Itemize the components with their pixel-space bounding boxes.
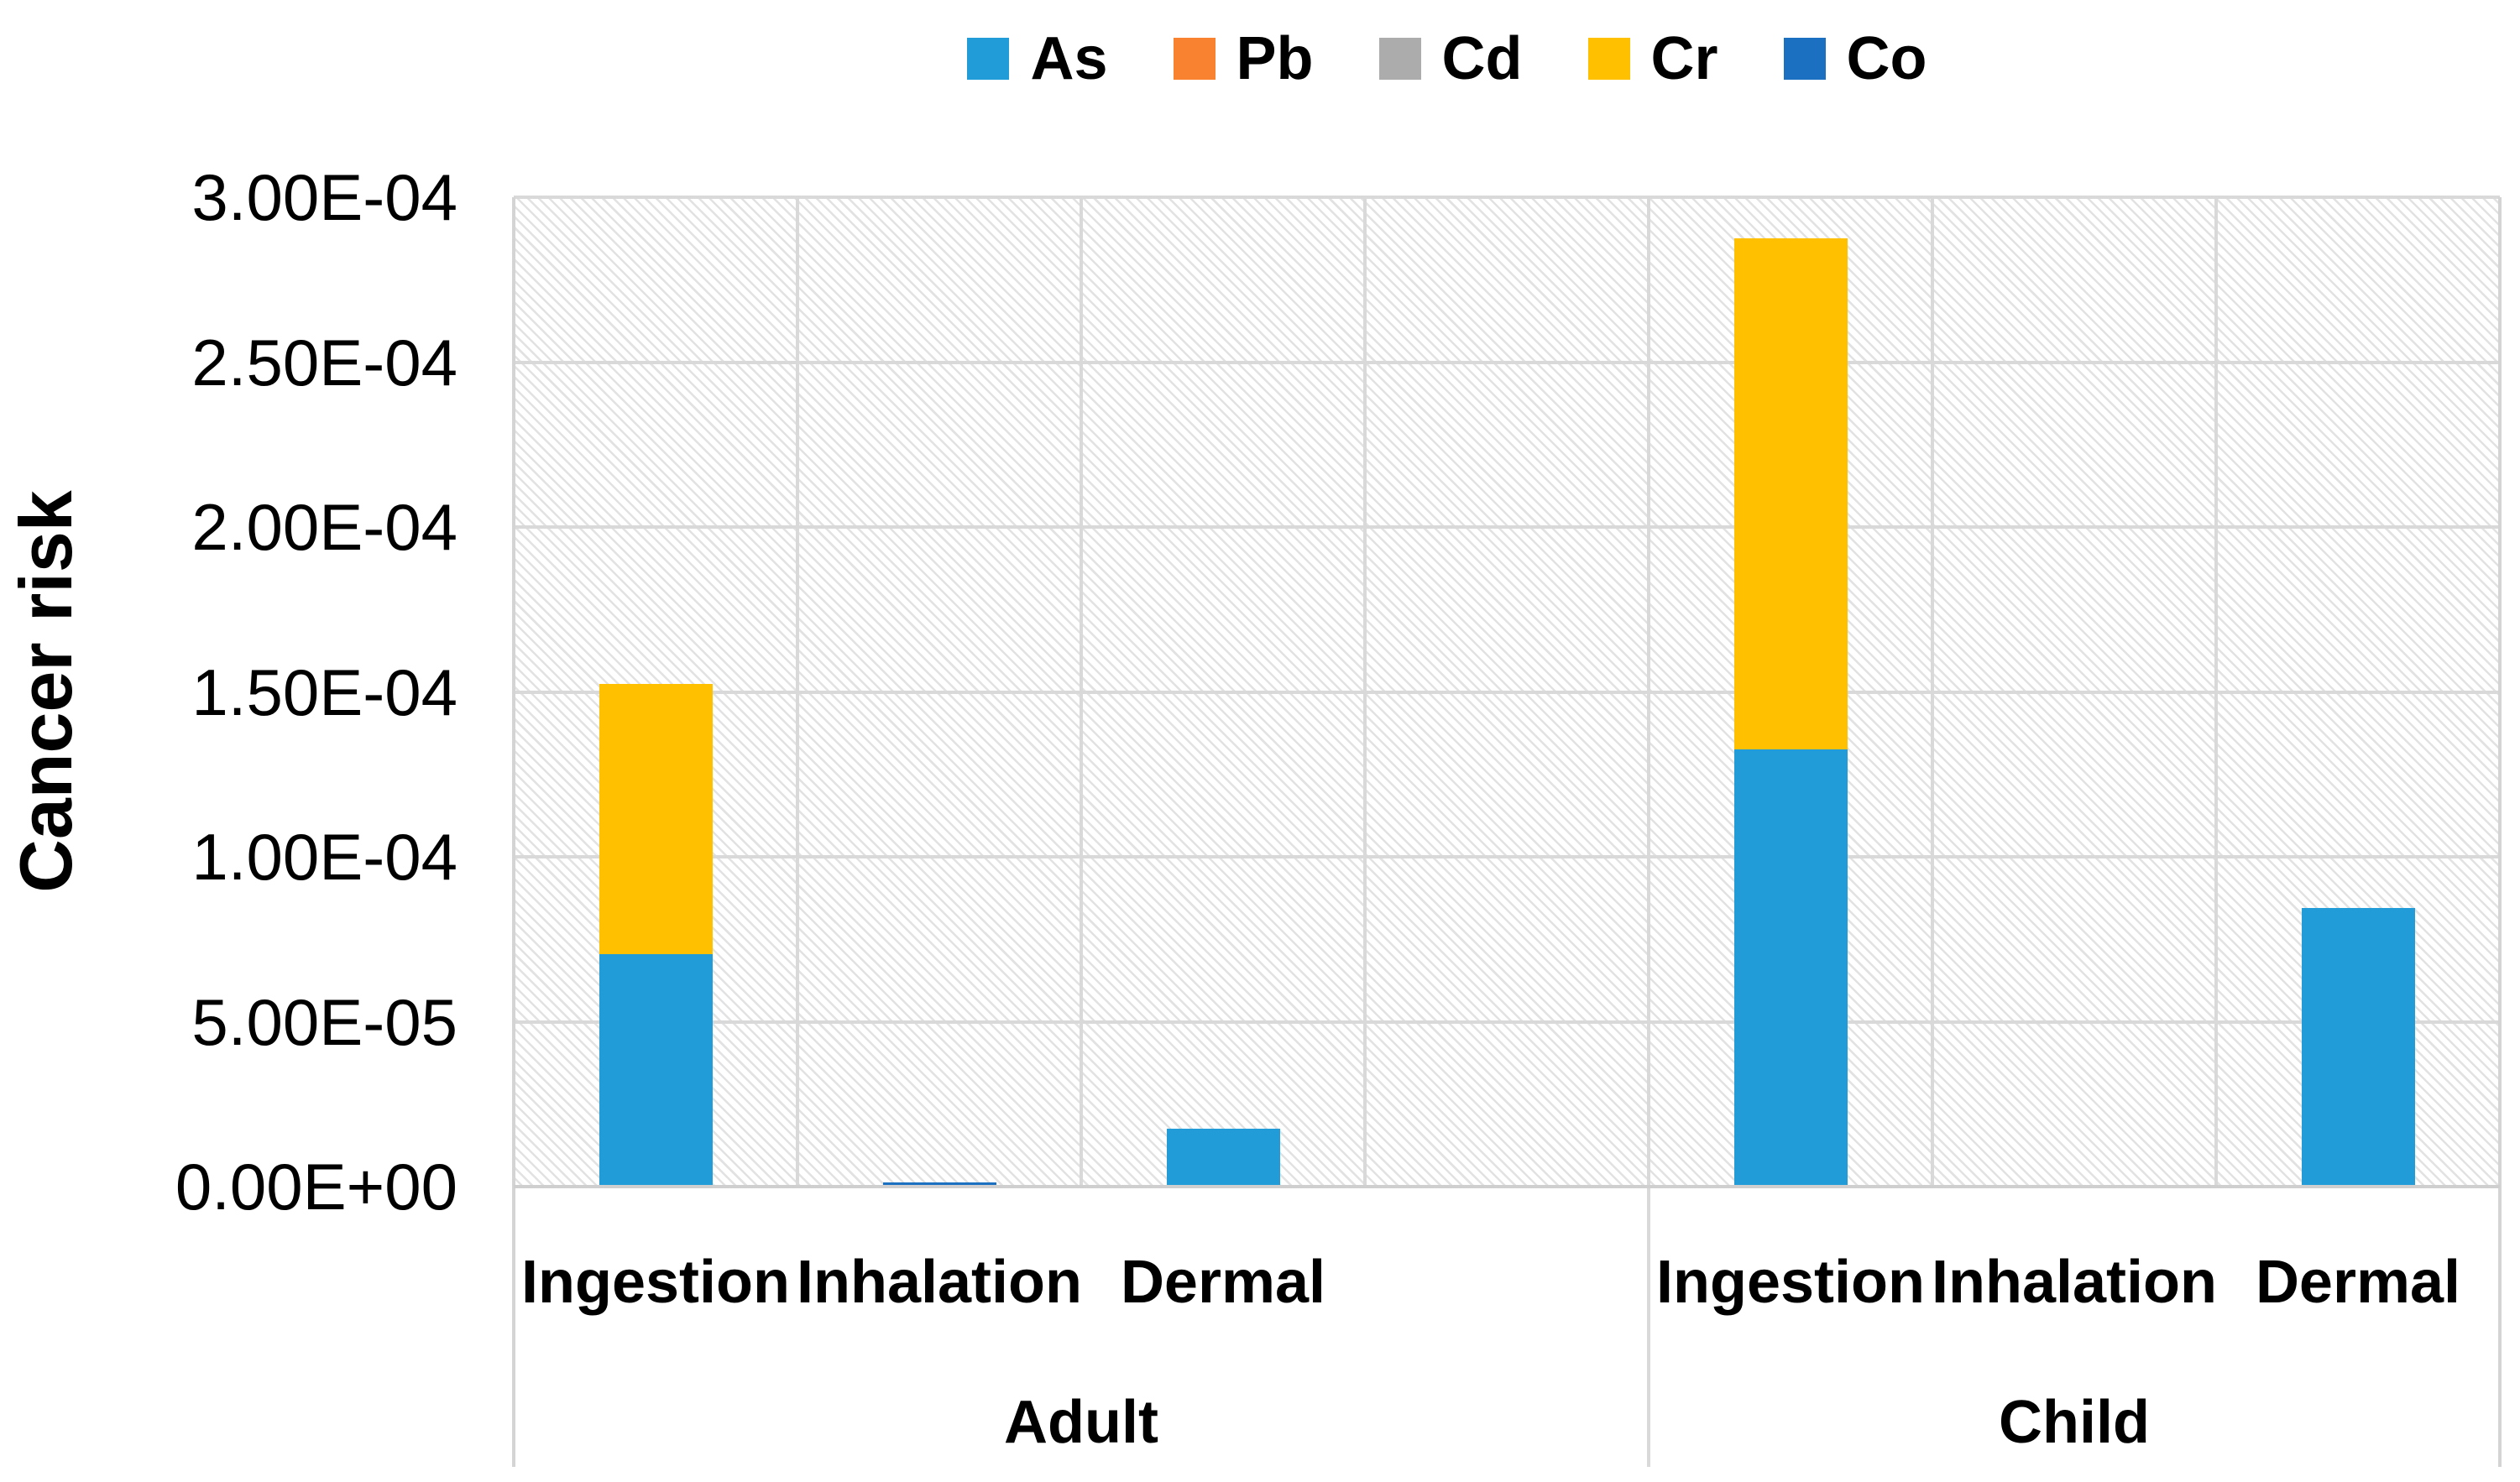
bar-segment-as	[1733, 749, 1848, 1185]
gridline-vertical	[796, 197, 799, 1187]
gridline-horizontal	[514, 855, 2500, 858]
legend-label: Cr	[1650, 25, 1718, 92]
gridline-horizontal	[514, 360, 2500, 364]
legend-item-co: Co	[1783, 17, 1927, 101]
legend-swatch-pb	[1173, 38, 1216, 80]
gridline-vertical	[2214, 197, 2218, 1187]
y-tick-label: 3.00E-04	[191, 160, 457, 234]
bar-segment-co	[882, 1182, 996, 1185]
gridline-vertical	[1363, 197, 1367, 1187]
legend-item-cr: Cr	[1587, 17, 1718, 101]
group-label: Child	[1999, 1389, 2150, 1456]
group-divider-line	[1647, 197, 1650, 1467]
gridline-horizontal	[514, 690, 2500, 694]
legend-swatch-cr	[1587, 38, 1630, 80]
bar-segment-cr	[1733, 238, 1848, 750]
category-label: Ingestion	[1656, 1249, 1925, 1316]
y-tick-label: 0.00E+00	[175, 1150, 457, 1224]
category-label: Dermal	[1120, 1249, 1326, 1316]
gridline-vertical	[1080, 197, 1083, 1187]
legend-label: Pb	[1236, 25, 1314, 92]
legend-label: Cd	[1441, 25, 1523, 92]
gridline-vertical	[1931, 197, 1934, 1187]
group-label: Adult	[1004, 1389, 1158, 1456]
y-tick-label: 2.00E-04	[191, 490, 457, 564]
x-axis-line	[514, 1185, 2500, 1188]
y-tick-label: 1.50E-04	[191, 655, 457, 729]
category-label: Inhalation	[1932, 1249, 2217, 1316]
gridline-horizontal	[514, 525, 2500, 529]
category-label: Ingestion	[521, 1249, 790, 1316]
category-label: Inhalation	[797, 1249, 1082, 1316]
y-tick-label: 2.50E-04	[191, 325, 457, 399]
legend-label: As	[1030, 25, 1108, 92]
chart-legend: As Pb Cd Cr Co	[374, 17, 2520, 101]
legend-item-as: As	[967, 17, 1108, 101]
legend-item-pb: Pb	[1173, 17, 1314, 101]
legend-item-cd: Cd	[1378, 17, 1523, 101]
bar-segment-as	[1166, 1129, 1280, 1185]
bar-segment-as	[599, 953, 713, 1185]
bar-segment-as	[2301, 907, 2415, 1185]
y-tick-label: 5.00E-05	[191, 984, 457, 1059]
legend-swatch-as	[967, 38, 1010, 80]
gridline-horizontal	[514, 1020, 2500, 1024]
bar-segment-cr	[599, 683, 713, 954]
legend-label: Co	[1846, 25, 1927, 92]
legend-swatch-cd	[1378, 38, 1421, 80]
y-tick-label: 1.00E-04	[191, 820, 457, 894]
category-label: Dermal	[2255, 1249, 2461, 1316]
y-axis-line	[512, 197, 515, 1467]
plot-right-border	[2498, 197, 2502, 1467]
gridline-horizontal	[514, 196, 2500, 199]
legend-swatch-co	[1783, 38, 1826, 80]
